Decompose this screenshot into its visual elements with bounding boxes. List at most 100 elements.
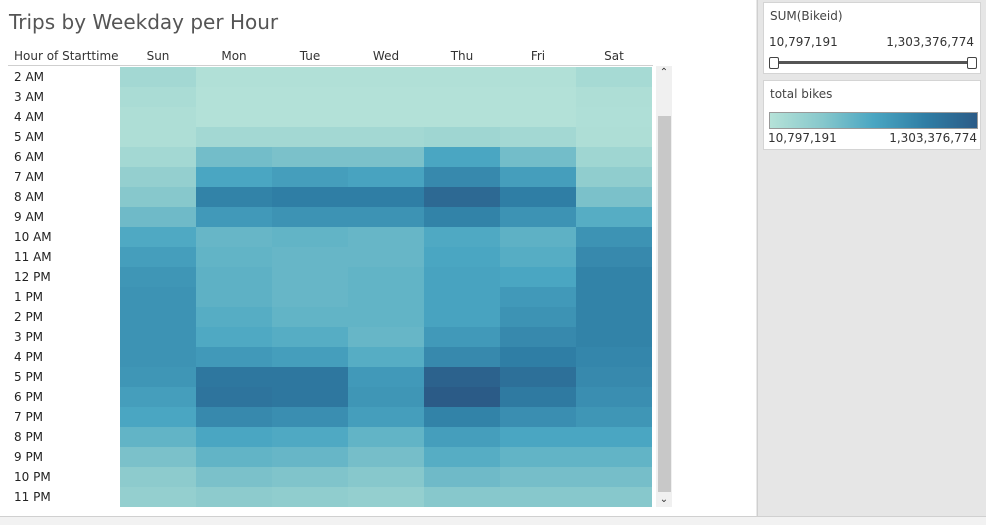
heatmap-cell-wed-4am[interactable] <box>348 107 424 127</box>
heatmap-cell-fri-6am[interactable] <box>500 147 576 167</box>
heatmap-cell-sat-9pm[interactable] <box>576 447 652 467</box>
heatmap-cell-thu-9am[interactable] <box>424 207 500 227</box>
range-slider-min-handle[interactable] <box>769 57 779 69</box>
heatmap-cell-thu-7pm[interactable] <box>424 407 500 427</box>
heatmap-cell-mon-5pm[interactable] <box>196 367 272 387</box>
heatmap-cell-mon-1pm[interactable] <box>196 287 272 307</box>
heatmap-cell-tue-4am[interactable] <box>272 107 348 127</box>
heatmap-cell-fri-3pm[interactable] <box>500 327 576 347</box>
heatmap-cell-wed-7pm[interactable] <box>348 407 424 427</box>
heatmap-cell-thu-6pm[interactable] <box>424 387 500 407</box>
heatmap-cell-mon-10pm[interactable] <box>196 467 272 487</box>
heatmap-cell-wed-2pm[interactable] <box>348 307 424 327</box>
heatmap-cell-sun-8pm[interactable] <box>120 427 196 447</box>
chevron-up-icon[interactable]: ⌃ <box>659 67 669 78</box>
heatmap-cell-wed-9pm[interactable] <box>348 447 424 467</box>
heatmap-cell-wed-7am[interactable] <box>348 167 424 187</box>
heatmap-cell-fri-5am[interactable] <box>500 127 576 147</box>
heatmap-cell-thu-4pm[interactable] <box>424 347 500 367</box>
heatmap-cell-mon-3pm[interactable] <box>196 327 272 347</box>
heatmap-cell-thu-3pm[interactable] <box>424 327 500 347</box>
heatmap-cell-tue-2am[interactable] <box>272 67 348 87</box>
heatmap-cell-sun-4am[interactable] <box>120 107 196 127</box>
heatmap-cell-sun-12pm[interactable] <box>120 267 196 287</box>
heatmap-cell-fri-7am[interactable] <box>500 167 576 187</box>
heatmap-cell-mon-7pm[interactable] <box>196 407 272 427</box>
heatmap-cell-tue-2pm[interactable] <box>272 307 348 327</box>
heatmap-cell-sat-2pm[interactable] <box>576 307 652 327</box>
heatmap-cell-sun-5pm[interactable] <box>120 367 196 387</box>
heatmap-cell-tue-10pm[interactable] <box>272 467 348 487</box>
heatmap-cell-sun-4pm[interactable] <box>120 347 196 367</box>
heatmap-cell-tue-12pm[interactable] <box>272 267 348 287</box>
heatmap-cell-tue-7pm[interactable] <box>272 407 348 427</box>
heatmap-cell-sat-6am[interactable] <box>576 147 652 167</box>
heatmap-cell-thu-4am[interactable] <box>424 107 500 127</box>
heatmap-cell-sat-7pm[interactable] <box>576 407 652 427</box>
heatmap-cell-wed-11pm[interactable] <box>348 487 424 507</box>
heatmap-cell-sun-7am[interactable] <box>120 167 196 187</box>
heatmap-cell-thu-1pm[interactable] <box>424 287 500 307</box>
heatmap-cell-fri-6pm[interactable] <box>500 387 576 407</box>
heatmap-cell-fri-2am[interactable] <box>500 67 576 87</box>
heatmap-cell-tue-4pm[interactable] <box>272 347 348 367</box>
heatmap-cell-sat-4am[interactable] <box>576 107 652 127</box>
heatmap-cell-wed-11am[interactable] <box>348 247 424 267</box>
heatmap-cell-fri-9pm[interactable] <box>500 447 576 467</box>
heatmap-cell-mon-7am[interactable] <box>196 167 272 187</box>
heatmap-cell-thu-2pm[interactable] <box>424 307 500 327</box>
heatmap-cell-wed-12pm[interactable] <box>348 267 424 287</box>
range-slider-track[interactable] <box>772 61 972 64</box>
heatmap-cell-mon-9am[interactable] <box>196 207 272 227</box>
heatmap-cell-thu-6am[interactable] <box>424 147 500 167</box>
heatmap-cell-wed-5am[interactable] <box>348 127 424 147</box>
vertical-scrollbar[interactable]: ⌃ ⌄ <box>656 66 672 507</box>
heatmap-cell-fri-11pm[interactable] <box>500 487 576 507</box>
heatmap-cell-fri-10pm[interactable] <box>500 467 576 487</box>
heatmap-cell-tue-7am[interactable] <box>272 167 348 187</box>
scroll-thumb[interactable] <box>658 116 671 492</box>
heatmap-cell-sun-5am[interactable] <box>120 127 196 147</box>
heatmap-cell-sun-3am[interactable] <box>120 87 196 107</box>
heatmap-cell-sun-3pm[interactable] <box>120 327 196 347</box>
heatmap-cell-tue-5pm[interactable] <box>272 367 348 387</box>
heatmap-cell-fri-2pm[interactable] <box>500 307 576 327</box>
heatmap-cell-wed-5pm[interactable] <box>348 367 424 387</box>
heatmap-cell-thu-12pm[interactable] <box>424 267 500 287</box>
heatmap-cell-mon-9pm[interactable] <box>196 447 272 467</box>
heatmap-cell-sun-8am[interactable] <box>120 187 196 207</box>
heatmap-cell-wed-10am[interactable] <box>348 227 424 247</box>
heatmap-cell-fri-4am[interactable] <box>500 107 576 127</box>
heatmap-cell-thu-2am[interactable] <box>424 67 500 87</box>
heatmap-cell-sat-3pm[interactable] <box>576 327 652 347</box>
heatmap-cell-tue-11am[interactable] <box>272 247 348 267</box>
heatmap-cell-sat-3am[interactable] <box>576 87 652 107</box>
heatmap-cell-wed-8am[interactable] <box>348 187 424 207</box>
heatmap-cell-wed-4pm[interactable] <box>348 347 424 367</box>
heatmap-cell-wed-6pm[interactable] <box>348 387 424 407</box>
heatmap-cell-mon-3am[interactable] <box>196 87 272 107</box>
heatmap-cell-fri-8pm[interactable] <box>500 427 576 447</box>
heatmap-cell-sat-7am[interactable] <box>576 167 652 187</box>
heatmap-cell-wed-3am[interactable] <box>348 87 424 107</box>
heatmap-cell-sat-10am[interactable] <box>576 227 652 247</box>
heatmap-cell-sun-10pm[interactable] <box>120 467 196 487</box>
heatmap-cell-tue-8am[interactable] <box>272 187 348 207</box>
heatmap-cell-sun-11am[interactable] <box>120 247 196 267</box>
heatmap-cell-sat-4pm[interactable] <box>576 347 652 367</box>
heatmap-cell-sun-1pm[interactable] <box>120 287 196 307</box>
heatmap-cell-sun-7pm[interactable] <box>120 407 196 427</box>
heatmap-cell-thu-7am[interactable] <box>424 167 500 187</box>
heatmap-cell-tue-3am[interactable] <box>272 87 348 107</box>
heatmap-cell-mon-8am[interactable] <box>196 187 272 207</box>
heatmap-cell-wed-9am[interactable] <box>348 207 424 227</box>
heatmap-cell-sat-11pm[interactable] <box>576 487 652 507</box>
heatmap-cell-sun-11pm[interactable] <box>120 487 196 507</box>
heatmap-cell-tue-8pm[interactable] <box>272 427 348 447</box>
heatmap-cell-sun-2pm[interactable] <box>120 307 196 327</box>
heatmap-cell-fri-7pm[interactable] <box>500 407 576 427</box>
heatmap-cell-mon-2pm[interactable] <box>196 307 272 327</box>
heatmap-cell-mon-5am[interactable] <box>196 127 272 147</box>
heatmap-cell-thu-11am[interactable] <box>424 247 500 267</box>
heatmap-cell-sat-12pm[interactable] <box>576 267 652 287</box>
